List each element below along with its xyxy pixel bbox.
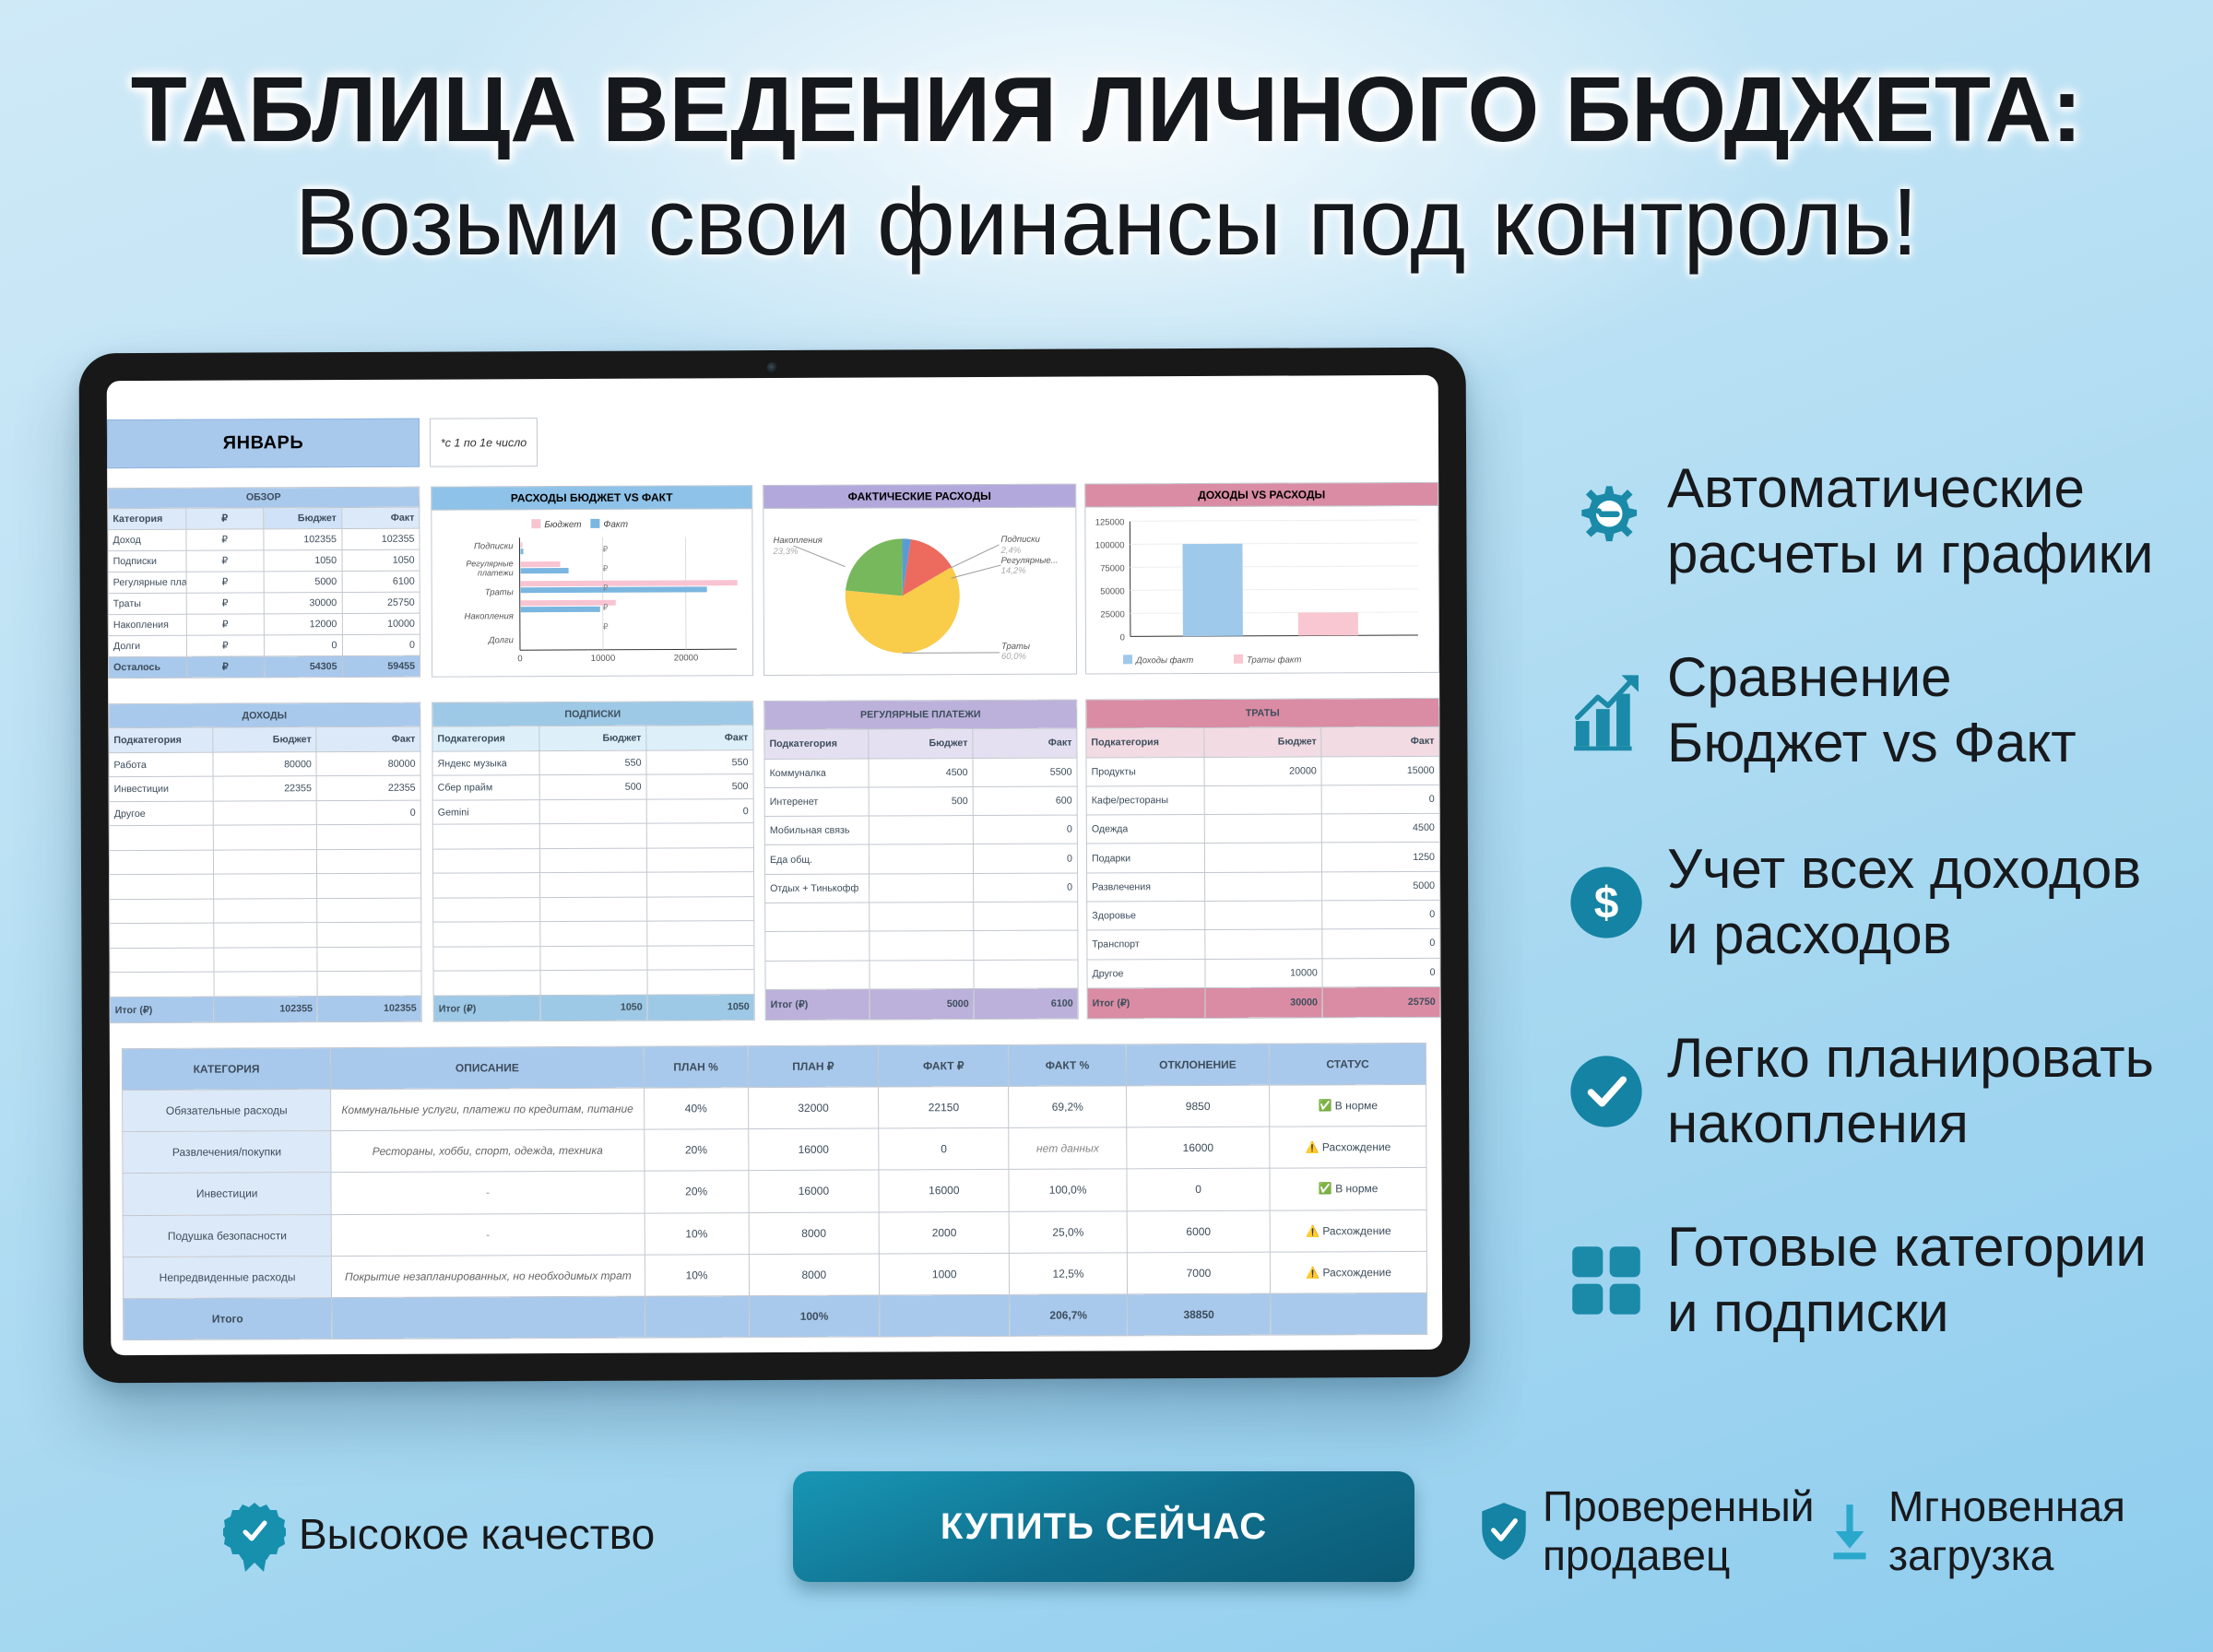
svg-text:Подписки: Подписки [1000, 535, 1040, 545]
svg-text:₽: ₽ [603, 564, 609, 573]
svg-text:Факт: Факт [603, 520, 628, 530]
svg-text:23,3%: 23,3% [772, 547, 799, 557]
svg-text:2,4%: 2,4% [1000, 546, 1021, 556]
svg-text:Бюджет: Бюджет [544, 520, 581, 530]
svg-text:Подписки: Подписки [474, 541, 514, 551]
svg-text:0: 0 [517, 654, 522, 664]
svg-text:Регулярные: Регулярные [466, 559, 513, 568]
svg-text:14,2%: 14,2% [1001, 566, 1027, 576]
svg-text:Регулярные...: Регулярные... [1001, 556, 1059, 566]
svg-text:₽: ₽ [603, 622, 609, 631]
svg-text:10000: 10000 [591, 654, 615, 664]
svg-text:125000: 125000 [1095, 517, 1125, 527]
svg-text:Траты: Траты [1001, 642, 1030, 652]
svg-text:$: $ [1594, 879, 1619, 927]
svg-text:Доходы факт: Доходы факт [1135, 655, 1193, 666]
svg-text:Долги: Долги [488, 635, 515, 645]
svg-text:платежи: платежи [478, 568, 514, 577]
svg-text:₽: ₽ [603, 584, 609, 593]
svg-text:Траты: Траты [485, 587, 514, 597]
svg-text:20000: 20000 [674, 653, 698, 663]
svg-text:Траты факт: Траты факт [1247, 655, 1301, 666]
svg-text:60,0%: 60,0% [1001, 652, 1027, 662]
svg-text:75000: 75000 [1100, 563, 1124, 573]
svg-text:50000: 50000 [1100, 586, 1124, 596]
svg-text:25000: 25000 [1100, 609, 1124, 620]
svg-text:₽: ₽ [603, 603, 609, 612]
svg-text:Накопления: Накопления [773, 536, 822, 546]
svg-text:0: 0 [1120, 632, 1125, 643]
svg-text:₽: ₽ [602, 545, 608, 554]
svg-text:100000: 100000 [1095, 540, 1125, 550]
svg-text:Накопления: Накопления [464, 611, 513, 621]
